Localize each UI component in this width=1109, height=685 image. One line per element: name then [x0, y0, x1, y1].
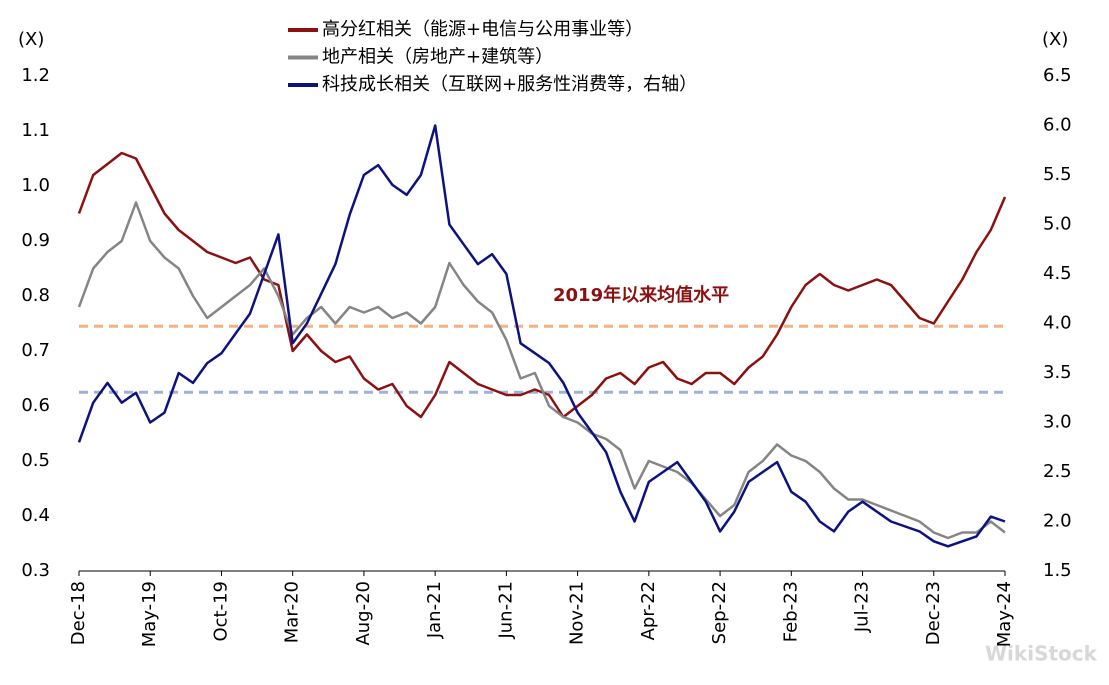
x-tick-label: Nov-21 — [567, 581, 588, 645]
series-line — [77, 201, 1006, 540]
x-tick-label: Dec-18 — [68, 581, 89, 645]
y2-tick-label: 5.0 — [1043, 214, 1072, 235]
legend-label: 科技成长相关（互联网+服务性消费等，右轴） — [322, 74, 697, 95]
x-tick-label: Sep-22 — [709, 581, 730, 644]
annotation: 2019年以来均值水平 — [553, 284, 729, 306]
y-tick-label: 0.8 — [21, 285, 50, 306]
x-tick-label: Jan-21 — [424, 581, 445, 639]
y-axis-label: (X) — [18, 29, 44, 50]
y-tick-label: 1.1 — [21, 120, 50, 141]
y2-tick-label: 2.0 — [1043, 511, 1072, 532]
x-tick-label: Jun-21 — [495, 581, 516, 640]
watermark: WikiStock — [985, 642, 1098, 666]
x-tick-label: Mar-20 — [282, 581, 303, 643]
x-tick-label: May-19 — [139, 581, 160, 647]
y-tick-label: 1.0 — [21, 175, 50, 196]
y-tick-label: 0.9 — [21, 230, 50, 251]
y2-tick-label: 1.5 — [1043, 560, 1072, 581]
y-tick-label: 1.2 — [21, 65, 50, 86]
x-tick-label: Jul-23 — [852, 581, 873, 633]
series-line — [77, 124, 1006, 548]
y-tick-label: 0.5 — [21, 450, 50, 471]
y2-tick-label: 6.5 — [1043, 65, 1072, 86]
y2-tick-label: 4.5 — [1043, 263, 1072, 284]
y-tick-label: 0.4 — [21, 505, 50, 526]
y-tick-label: 0.6 — [21, 395, 50, 416]
x-tick-label: Oct-19 — [210, 581, 231, 642]
y2-tick-label: 2.5 — [1043, 461, 1072, 482]
y2-tick-label: 4.0 — [1043, 313, 1072, 334]
x-tick-label: Dec-23 — [923, 581, 944, 645]
y2-tick-label: 6.0 — [1043, 115, 1072, 136]
y-tick-label: 0.7 — [21, 340, 50, 361]
y2-tick-label: 3.5 — [1043, 362, 1072, 383]
legend-label: 高分红相关（能源+电信与公用事业等） — [322, 19, 643, 40]
y-tick-label: 0.3 — [21, 560, 50, 581]
y2-tick-label: 5.5 — [1043, 164, 1072, 185]
series-line — [77, 151, 1007, 419]
y2-tick-label: 3.0 — [1043, 412, 1072, 433]
x-tick-label: Apr-22 — [638, 581, 659, 640]
x-tick-label: May-24 — [994, 581, 1015, 647]
y2-axis-label: (X) — [1042, 29, 1068, 50]
x-tick-label: Feb-23 — [780, 581, 801, 642]
x-tick-label: Aug-20 — [353, 581, 374, 646]
legend-label: 地产相关（房地产+建筑等） — [322, 47, 553, 68]
